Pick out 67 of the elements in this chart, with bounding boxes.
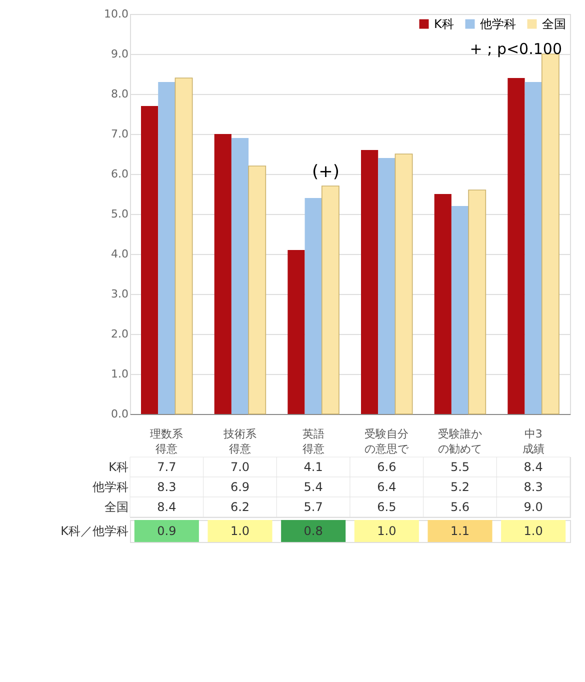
- bar: [321, 186, 340, 414]
- y-tick-label: 1.0: [111, 368, 128, 380]
- annotation: + ; p<0.100: [470, 40, 562, 58]
- legend-label: K科: [434, 17, 454, 31]
- bar: [434, 194, 452, 414]
- y-tick-label: 0.0: [111, 408, 128, 420]
- legend-label: 他学科: [480, 17, 516, 31]
- x-tick-label: 技術系得意: [222, 428, 256, 456]
- legend-label: 全国: [542, 17, 566, 31]
- y-tick-label: K科／他学科: [60, 524, 128, 538]
- bar: [468, 190, 486, 414]
- y-tick-label: 7.0: [111, 128, 128, 140]
- data-label: 1.1: [450, 524, 470, 538]
- data-label: 6.4: [377, 480, 396, 494]
- bar: [231, 138, 249, 414]
- data-label: 1.0: [377, 524, 396, 538]
- y-tick-label: 10.0: [104, 8, 128, 20]
- data-label: 5.5: [450, 460, 470, 474]
- data-label: 6.9: [230, 480, 250, 494]
- data-label: 1.0: [230, 524, 250, 538]
- x-tick-label: 英語得意: [302, 428, 324, 456]
- y-tick-label: 9.0: [111, 48, 128, 60]
- bar: [288, 250, 305, 414]
- data-label: 6.2: [230, 500, 250, 514]
- bar: [141, 106, 158, 414]
- y-tick-label: 5.0: [111, 208, 128, 220]
- bar: [524, 82, 542, 414]
- data-label: 0.8: [304, 524, 323, 538]
- bar: [174, 78, 193, 414]
- bar: [378, 158, 396, 414]
- x-tick-label: 受験誰かの勧めて: [438, 428, 482, 456]
- data-label: 0.9: [157, 524, 176, 538]
- y-tick-label: 全国: [104, 500, 128, 514]
- bar: [214, 134, 232, 414]
- y-tick-label: 8.0: [111, 88, 128, 100]
- data-label: 4.1: [304, 460, 323, 474]
- bar: [451, 206, 469, 414]
- bar: [361, 150, 378, 414]
- x-tick-label: 中3成績: [522, 428, 544, 456]
- y-tick-label: 3.0: [111, 288, 128, 300]
- data-label: 8.4: [157, 500, 176, 514]
- data-label: 7.0: [230, 460, 250, 474]
- x-tick-label: 受験自分の意思で: [364, 428, 410, 456]
- data-label: 9.0: [524, 500, 543, 514]
- bar: [304, 198, 322, 414]
- y-tick-label: 6.0: [111, 168, 128, 180]
- data-label: 6.6: [377, 460, 396, 474]
- bar: [248, 166, 266, 414]
- data-label: 6.5: [377, 500, 396, 514]
- y-tick-label: 2.0: [111, 328, 128, 340]
- bar: [508, 78, 525, 414]
- x-tick-label: 理数系得意: [150, 428, 184, 456]
- data-label: 5.7: [304, 500, 323, 514]
- data-label: 8.4: [524, 460, 543, 474]
- bar: [158, 82, 176, 414]
- data-label: 8.3: [524, 480, 543, 494]
- annotation: (+): [312, 162, 340, 182]
- data-label: 5.6: [450, 500, 470, 514]
- data-label: 1.0: [524, 524, 543, 538]
- bar: [394, 154, 413, 414]
- data-label: 5.2: [450, 480, 470, 494]
- y-tick-label: 他学科: [92, 480, 128, 494]
- data-label: 7.7: [157, 460, 176, 474]
- y-tick-label: K科: [108, 460, 128, 474]
- y-tick-label: 4.0: [111, 248, 128, 260]
- data-label: 5.4: [304, 480, 323, 494]
- data-label: 8.3: [157, 480, 176, 494]
